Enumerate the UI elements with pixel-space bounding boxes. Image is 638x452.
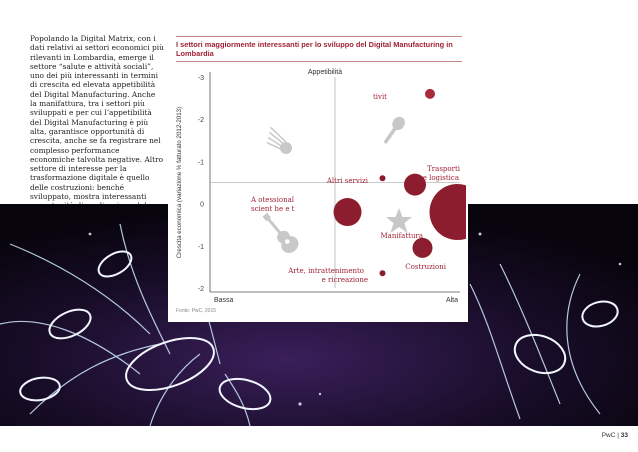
label-attivita-professionali-line2: scient he e t	[251, 205, 295, 213]
label-altri-servizi: Altri servizi	[326, 177, 369, 185]
page-number: 33	[620, 432, 628, 439]
label-arte-line2: e ricreazione	[322, 276, 368, 284]
label-salute-attivita-sociali: tivit	[373, 93, 387, 101]
footer-separator: |	[617, 432, 619, 439]
comet-tail	[270, 126, 287, 143]
comet-tail	[267, 137, 283, 148]
mic-handle	[383, 127, 397, 144]
bubble-chart: -3 -2 -1 0 -1 -2 Crescita economica (variazion…	[176, 69, 466, 304]
guitar-neck	[266, 217, 284, 237]
star-icon	[386, 208, 412, 233]
bubble-altri-servizi	[379, 175, 386, 182]
y-axis-label: Crescita economica (variazione % fattura…	[176, 107, 183, 258]
y-tick-label: -2	[198, 117, 204, 124]
bubble-arte-intrattenimento-e-ricreazione	[379, 270, 386, 277]
bubble-unlabeled	[429, 184, 466, 241]
label-costruzioni: Costruzioni	[405, 263, 446, 271]
y-tick-label: -1	[198, 244, 204, 251]
label-arte-line1: Arte, intrattenimento	[287, 267, 364, 275]
title-rule-top	[176, 36, 462, 37]
bubble-costruzioni	[412, 237, 433, 258]
chart-title: I settori maggiormente interessanti per …	[176, 40, 453, 58]
bubble-attivit-professionali-scientifiche-e-tecniche	[333, 198, 362, 227]
comet-head	[280, 142, 292, 154]
y-tick-label: -2	[198, 286, 204, 293]
comet-tail	[269, 132, 285, 145]
x-tick-label-high: Alta	[446, 297, 458, 304]
label-manifattura: Manifattura	[380, 232, 423, 240]
comet-tail	[266, 142, 282, 150]
footer-brand: PwC	[601, 432, 616, 439]
intro-paragraph: Popolando la Digital Matrix, con i dati …	[30, 34, 164, 220]
comet-icon	[266, 126, 292, 154]
y-tick-label: 0	[200, 202, 204, 209]
bubble-salute-e-attivit-sociali	[425, 88, 435, 99]
page-footer: PwC | 33	[602, 432, 628, 439]
y-tick-label: -1	[198, 159, 204, 166]
y-tick-label: -3	[198, 75, 204, 82]
guitar-head	[262, 212, 271, 222]
chart-card: I settori maggiormente interessanti per …	[168, 30, 468, 322]
bubble-trasporti-e-logistica	[404, 173, 426, 196]
label-trasporti: Trasporti	[427, 165, 461, 173]
label-attivita-professionali-line1: A otessional	[250, 196, 295, 204]
guitar-hole	[284, 239, 290, 244]
bubbles-group	[333, 88, 466, 277]
label-logistica: e logistica	[423, 174, 459, 182]
mic-head	[392, 116, 405, 131]
guitar-icon	[262, 212, 299, 254]
x-axis-top-label: Appetibilità	[308, 69, 342, 76]
x-tick-label-low: Bassa	[214, 297, 234, 304]
chart-source: Fonte: PwC, 2015	[176, 308, 217, 314]
microphone-icon	[383, 116, 405, 144]
title-rule-bottom	[176, 61, 462, 62]
